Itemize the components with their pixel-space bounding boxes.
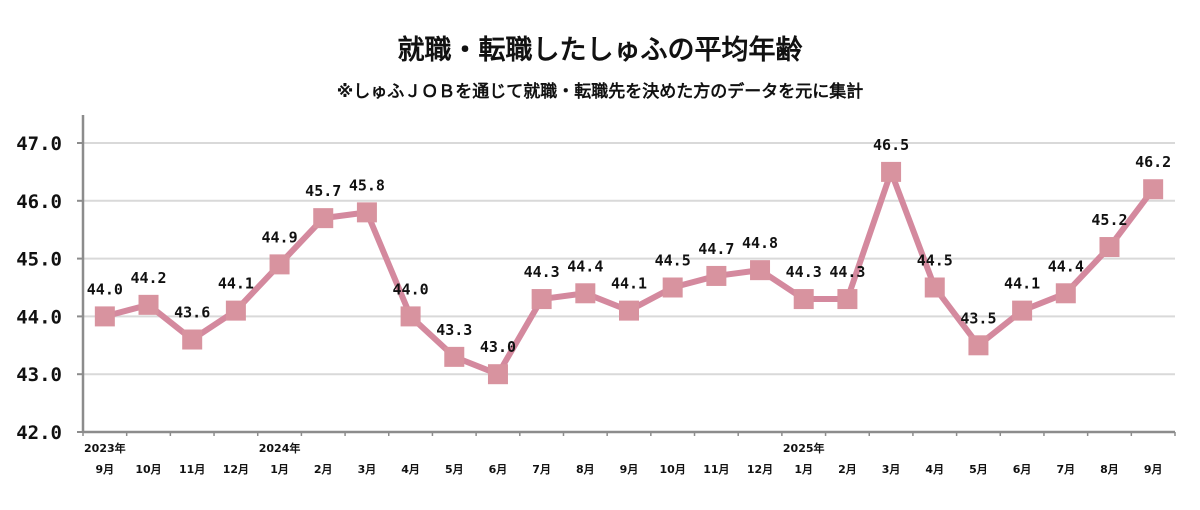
x-tick-label: 5月 (969, 463, 988, 476)
x-tick-label: 11月 (703, 463, 729, 476)
data-point (706, 265, 727, 286)
y-tick-label: 42.0 (16, 422, 62, 444)
x-tick-label: 6月 (1013, 463, 1032, 476)
x-tick-label: 10月 (135, 463, 161, 476)
year-label: 2025年 (783, 441, 825, 455)
data-point (619, 300, 639, 321)
x-tick-label: 7月 (1056, 463, 1075, 476)
data-label: 44.3 (524, 263, 560, 281)
y-tick-label: 45.0 (16, 249, 62, 271)
data-label: 45.8 (349, 176, 385, 194)
data-label: 44.2 (130, 269, 166, 287)
x-tick-label: 8月 (1100, 463, 1119, 476)
x-tick-label: 6月 (489, 463, 508, 476)
data-label: 44.8 (742, 234, 778, 252)
data-point (575, 283, 596, 304)
data-point (225, 300, 246, 321)
data-point (793, 289, 814, 310)
data-label: 44.7 (698, 240, 734, 258)
x-tick-label: 11月 (179, 463, 205, 476)
data-label: 44.1 (1004, 275, 1040, 293)
data-label: 44.0 (393, 280, 429, 298)
y-tick-label: 46.0 (16, 191, 62, 213)
data-point (444, 346, 465, 367)
y-tick-label: 44.0 (16, 306, 62, 328)
data-label: 44.4 (567, 257, 603, 275)
x-tick-label: 2月 (838, 463, 857, 476)
x-tick-label: 2月 (314, 463, 333, 476)
data-label: 45.7 (305, 182, 341, 200)
chart-title: 就職・転職したしゅふの平均年齢 (397, 35, 803, 66)
data-point (1055, 283, 1076, 304)
data-point (662, 277, 683, 298)
data-point (750, 260, 771, 281)
x-tick-label: 12月 (223, 463, 249, 476)
data-point (924, 277, 945, 298)
data-point (269, 254, 290, 275)
x-tick-label: 1月 (270, 463, 289, 476)
data-point (138, 294, 159, 315)
data-label: 44.9 (261, 228, 297, 246)
x-tick-label: 12月 (747, 463, 773, 476)
x-tick-label: 3月 (882, 463, 901, 476)
data-label: 43.3 (436, 321, 472, 339)
year-label: 2023年 (84, 441, 126, 455)
data-point (182, 329, 203, 350)
x-tick-label: 9月 (96, 463, 115, 476)
data-point (487, 364, 508, 385)
data-label: 44.4 (1048, 257, 1084, 275)
data-point (837, 289, 858, 310)
data-label: 44.3 (829, 263, 865, 281)
data-point (313, 208, 334, 229)
data-label: 44.1 (218, 275, 254, 293)
x-tick-label: 4月 (925, 463, 944, 476)
data-point (1012, 300, 1033, 321)
data-label: 44.0 (87, 280, 123, 298)
x-tick-label: 9月 (1144, 463, 1163, 476)
data-label: 43.6 (174, 304, 210, 322)
x-tick-label: 3月 (358, 463, 377, 476)
x-tick-label: 10月 (660, 463, 686, 476)
data-label: 44.3 (786, 263, 822, 281)
x-tick-label: 8月 (576, 463, 595, 476)
x-tick-label: 9月 (620, 463, 639, 476)
x-tick-label: 4月 (401, 463, 420, 476)
data-point (1099, 237, 1120, 258)
x-tick-label: 1月 (794, 463, 813, 476)
data-label: 44.5 (655, 252, 691, 270)
year-label: 2024年 (259, 441, 301, 455)
data-point (1143, 179, 1164, 200)
x-tick-label: 7月 (532, 463, 551, 476)
data-label: 44.1 (611, 275, 647, 293)
data-label: 44.5 (917, 252, 953, 270)
chart-subtitle: ※しゅふＪＯＢを通じて就職・転職先を決めた方のデータを元に集計 (336, 82, 864, 102)
data-label: 45.2 (1091, 211, 1127, 229)
y-tick-label: 43.0 (16, 364, 62, 386)
y-tick-label: 47.0 (16, 133, 62, 155)
data-point (356, 202, 377, 223)
data-label: 46.2 (1135, 153, 1171, 171)
data-point (94, 306, 115, 327)
data-label: 43.0 (480, 338, 516, 356)
data-point (968, 335, 989, 356)
series-line (104, 168, 1156, 378)
data-point (881, 161, 902, 182)
data-label: 43.5 (960, 309, 996, 327)
data-label: 46.5 (873, 136, 909, 154)
data-point (400, 306, 421, 327)
x-tick-label: 5月 (445, 463, 464, 476)
data-point (531, 289, 552, 310)
